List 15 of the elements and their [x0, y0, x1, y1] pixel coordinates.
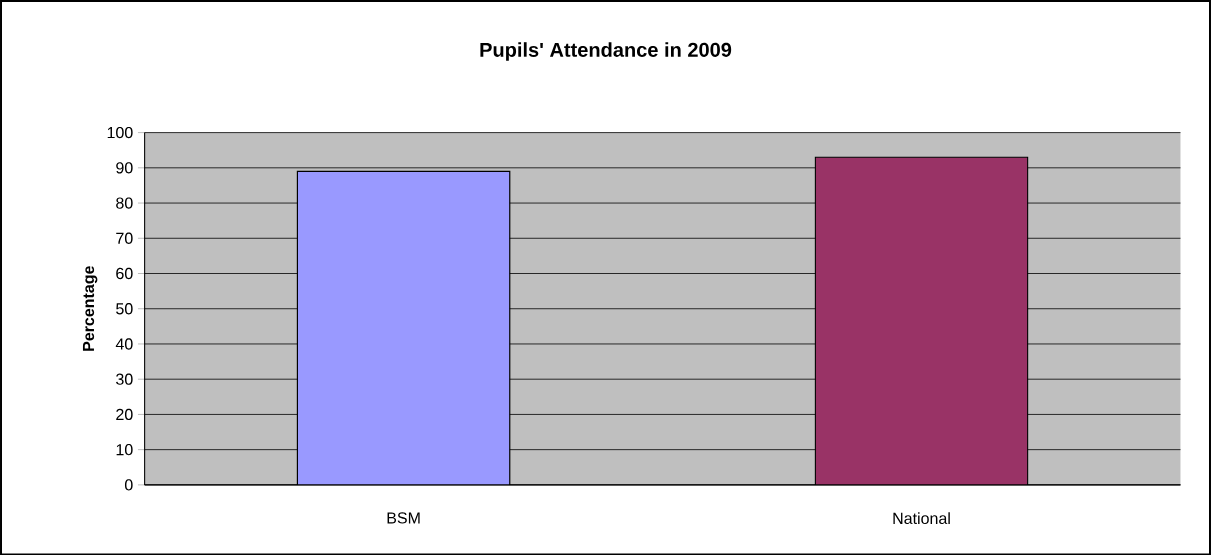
y-tick-label: 10 [116, 443, 133, 456]
y-tick-label: 90 [116, 161, 133, 174]
chart-title: Pupils' Attendance in 2009 [480, 41, 732, 61]
y-tick-label: 70 [116, 232, 133, 244]
x-tick-label: National [893, 512, 950, 524]
y-tick-label: 80 [116, 197, 133, 209]
y-tick-label: 50 [116, 302, 133, 315]
y-axis-title: Percentage [82, 265, 98, 351]
y-tick-label: 30 [116, 373, 133, 385]
y-tick-label: 100 [107, 126, 133, 139]
y-tick-label: 40 [115, 338, 133, 350]
y-tick-label: 60 [116, 267, 133, 279]
y-tick-label: 20 [116, 408, 133, 420]
y-tick-label: 0 [124, 479, 133, 491]
x-tick-label: BSM [387, 512, 420, 524]
